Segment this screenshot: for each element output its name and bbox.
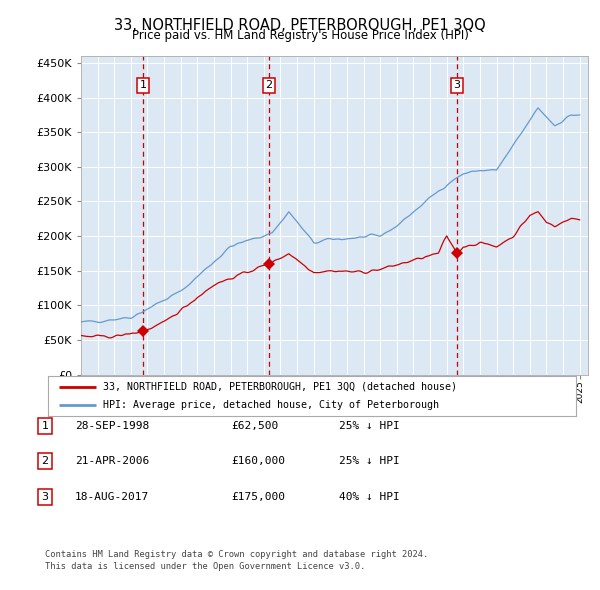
Text: 33, NORTHFIELD ROAD, PETERBOROUGH, PE1 3QQ: 33, NORTHFIELD ROAD, PETERBOROUGH, PE1 3… bbox=[114, 18, 486, 32]
Text: 21-APR-2006: 21-APR-2006 bbox=[75, 457, 149, 466]
Text: £175,000: £175,000 bbox=[231, 492, 285, 502]
Text: HPI: Average price, detached house, City of Peterborough: HPI: Average price, detached house, City… bbox=[103, 400, 439, 410]
Text: 2: 2 bbox=[265, 80, 272, 90]
Text: 3: 3 bbox=[41, 492, 49, 502]
Text: 28-SEP-1998: 28-SEP-1998 bbox=[75, 421, 149, 431]
Text: 25% ↓ HPI: 25% ↓ HPI bbox=[339, 421, 400, 431]
Text: Contains HM Land Registry data © Crown copyright and database right 2024.
This d: Contains HM Land Registry data © Crown c… bbox=[45, 550, 428, 571]
Text: 18-AUG-2017: 18-AUG-2017 bbox=[75, 492, 149, 502]
Text: 1: 1 bbox=[41, 421, 49, 431]
Text: £160,000: £160,000 bbox=[231, 457, 285, 466]
Text: 33, NORTHFIELD ROAD, PETERBOROUGH, PE1 3QQ (detached house): 33, NORTHFIELD ROAD, PETERBOROUGH, PE1 3… bbox=[103, 382, 457, 392]
Text: Price paid vs. HM Land Registry's House Price Index (HPI): Price paid vs. HM Land Registry's House … bbox=[131, 30, 469, 42]
Text: 1: 1 bbox=[140, 80, 147, 90]
Text: 3: 3 bbox=[454, 80, 461, 90]
Text: £62,500: £62,500 bbox=[231, 421, 278, 431]
Text: 2: 2 bbox=[41, 457, 49, 466]
Text: 25% ↓ HPI: 25% ↓ HPI bbox=[339, 457, 400, 466]
Text: 40% ↓ HPI: 40% ↓ HPI bbox=[339, 492, 400, 502]
